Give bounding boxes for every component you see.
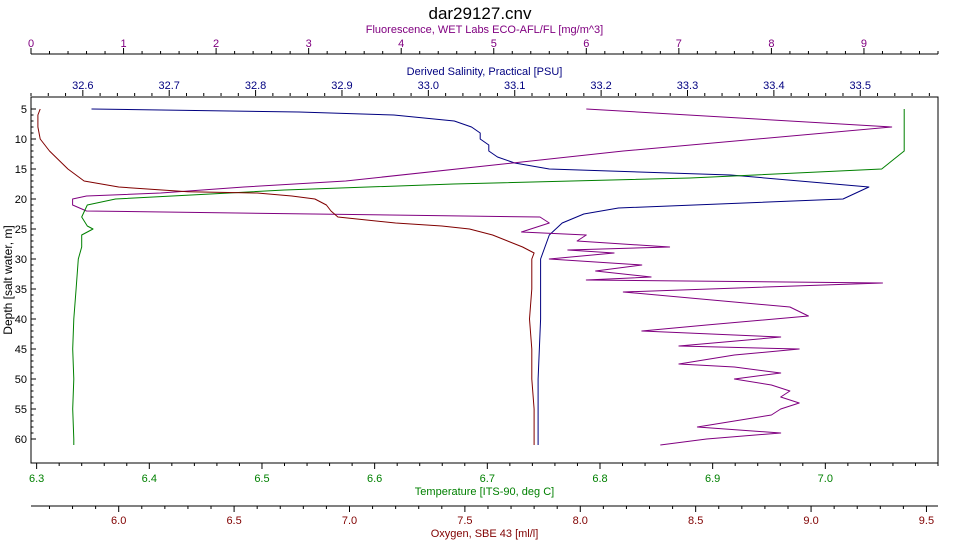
depth-tick-label: 15 — [15, 164, 27, 176]
salinity-tick-label: 33.5 — [850, 80, 871, 92]
y-axis-label: Depth [salt water, m] — [1, 225, 15, 334]
salinity-axis: 32.6 32.7 32.8 32.9 33.0 33.1 33.2 33.3 33.4 33.5… — [30, 66, 930, 96]
salinity-tick-label: 32.8 — [245, 80, 266, 92]
temperature-axis-title: Temperature [ITS-90, deg C] — [415, 486, 554, 498]
series-layer — [37, 108, 905, 446]
oxygen-tick-label: 7.5 — [457, 515, 472, 527]
depth-tick-label: 30 — [15, 254, 27, 266]
salinity-tick-label: 33.1 — [504, 80, 525, 92]
oxygen-profile-line — [37, 108, 535, 445]
temperature-axis: 6.3 6.4 6.5 6.6 6.7 6.8 6.9 7.0 Temperature [ITS… — [29, 463, 939, 498]
depth-tick-label: 60 — [15, 434, 27, 446]
salinity-tick-label: 33.3 — [677, 80, 698, 92]
salinity-tick-label: 32.9 — [331, 80, 352, 92]
temperature-tick-label: 6.8 — [592, 473, 607, 485]
fluorescence-axis-title: Fluorescence, WET Labs ECO-AFL/FL [mg/m^… — [366, 24, 603, 36]
temperature-tick-label: 7.0 — [818, 473, 833, 485]
fluorescence-tick-label: 8 — [768, 38, 774, 50]
salinity-tick-label: 32.6 — [72, 80, 93, 92]
temperature-tick-label: 6.9 — [705, 473, 720, 485]
oxygen-tick-label: 8.0 — [573, 515, 588, 527]
salinity-tick-label: 33.0 — [418, 80, 439, 92]
fluorescence-tick-label: 1 — [120, 38, 126, 50]
depth-tick-label: 50 — [15, 374, 27, 386]
temperature-tick-label: 6.3 — [29, 473, 44, 485]
oxygen-tick-label: 7.0 — [342, 515, 357, 527]
fluorescence-tick-label: 5 — [491, 38, 497, 50]
depth-axis: 5 10 15 20 25 30 35 40 45 50 55 60 — [15, 104, 36, 446]
depth-tick-label: 20 — [15, 194, 27, 206]
salinity-axis-title: Derived Salinity, Practical [PSU] — [407, 66, 563, 78]
depth-tick-label: 5 — [21, 104, 27, 116]
fluorescence-profile-line — [72, 108, 893, 446]
depth-tick-label: 25 — [15, 224, 27, 236]
oxygen-tick-label: 9.5 — [919, 515, 934, 527]
plot-frame — [30, 96, 939, 464]
salinity-tick-label: 33.2 — [590, 80, 611, 92]
oxygen-axis: 6.0 6.5 7.0 7.5 8.0 8.5 9.0 9.5 Oxygen, SBE 43 [… — [31, 505, 938, 540]
oxygen-axis-title: Oxygen, SBE 43 [ml/l] — [431, 528, 539, 540]
depth-tick-label: 55 — [15, 404, 27, 416]
temperature-tick-label: 6.6 — [367, 473, 382, 485]
fluorescence-axis: 0 1 2 3 4 5 6 7 8 9 Fluorescence, WET Labs ECO-AFL… — [28, 24, 939, 55]
depth-tick-label: 45 — [15, 344, 27, 356]
oxygen-tick-label: 6.5 — [226, 515, 241, 527]
salinity-tick-label: 32.7 — [158, 80, 179, 92]
salinity-tick-label: 33.4 — [763, 80, 784, 92]
chart-title: dar29127.cnv — [428, 4, 532, 23]
fluorescence-tick-label: 7 — [676, 38, 682, 50]
oxygen-tick-label: 6.0 — [111, 515, 126, 527]
oxygen-tick-label: 8.5 — [688, 515, 703, 527]
salinity-profile-line — [91, 108, 870, 445]
temperature-tick-label: 6.5 — [254, 473, 269, 485]
fluorescence-tick-label: 2 — [213, 38, 219, 50]
depth-tick-label: 40 — [15, 314, 27, 326]
oxygen-tick-label: 9.0 — [803, 515, 818, 527]
depth-tick-label: 10 — [15, 134, 27, 146]
fluorescence-tick-label: 9 — [861, 38, 867, 50]
fluorescence-tick-label: 3 — [306, 38, 312, 50]
fluorescence-tick-label: 4 — [398, 38, 404, 50]
fluorescence-tick-label: 6 — [583, 38, 589, 50]
temperature-tick-label: 6.4 — [142, 473, 157, 485]
temperature-tick-label: 6.7 — [480, 473, 495, 485]
depth-tick-label: 35 — [15, 284, 27, 296]
fluorescence-tick-label: 0 — [28, 38, 34, 50]
temperature-profile-line — [72, 109, 905, 445]
